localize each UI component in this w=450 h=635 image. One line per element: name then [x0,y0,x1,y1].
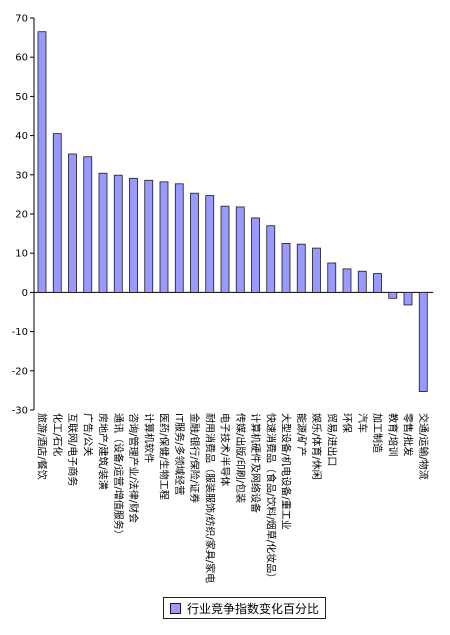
category-label: 汽车 [356,413,369,433]
bar [266,225,276,293]
bar [174,183,184,293]
category-label: 快速消费品（食品/饮料/烟草/化妆品） [264,413,277,583]
bar [129,177,138,293]
category-label: 咨询/管理产业/法律/财会 [127,413,140,523]
bar [418,291,428,392]
bar [235,206,245,293]
bar [251,217,260,293]
bar [37,31,47,293]
category-label: 医药/保健/生物工程 [158,413,171,500]
category-label: 电子技术/半导体 [219,413,232,486]
bar [144,179,154,293]
category-label: 计算机软件 [142,413,155,463]
y-tick-label: -30 [12,406,28,417]
bar [98,172,108,293]
category-label: 广告/公关 [81,413,94,456]
category-label: 加工制造 [371,413,384,453]
category-label: 通讯（设备/运营/增值服务） [112,413,125,540]
category-label: 娱乐/体育/休闲 [310,413,323,480]
y-tick-label: 60 [15,53,28,64]
category-label: 环保 [341,413,354,433]
legend: 行业竞争指数变化百分比 [163,597,327,619]
y-tick-label: 40 [15,131,28,142]
category-label: 房地产/建筑/装潢 [97,413,110,490]
y-axis: -30 -20 -10 0 10 20 30 40 50 60 70 [12,14,434,417]
category-label: 旅游/酒店/餐饮 [36,413,49,480]
bar [220,205,230,293]
bars [37,31,428,392]
bar [281,242,291,293]
category-label: 贸易/进出口 [325,413,338,466]
category-label: IT服务/多领域经营 [173,413,186,495]
y-tick-label: -10 [12,327,28,338]
y-tick-label: 70 [15,14,28,25]
bar [159,181,169,293]
legend-label: 行业竞争指数变化百分比 [187,601,320,616]
category-label: 零售/批发 [402,413,415,456]
bar [205,195,215,293]
bar [83,156,93,293]
legend-swatch [170,602,181,614]
category-label: 金融/银行/保险/证券 [188,413,201,503]
bar [373,273,382,293]
y-tick-label: 30 [15,170,28,181]
bar [357,270,367,293]
bar [68,153,77,293]
x-labels: 旅游/酒店/餐饮 化工/石化 互联网/电子商务 广告/公关 房地产/建筑/装潢 通讯（设备… [36,413,430,583]
y-tick-label: 50 [15,92,28,103]
bar [312,247,321,293]
category-label: 耐用消费品（服装服饰/纺织/家具/家电 [203,413,216,583]
category-label: 大型设备/机电设备/重工业 [280,413,293,530]
y-tick-label: 20 [15,210,28,221]
bar [296,243,306,293]
category-label: 化工/石化 [51,413,64,456]
category-label: 能源/矿产 [295,413,308,456]
category-label: 教育/培训 [386,413,399,456]
bar [327,262,337,293]
bar [52,133,62,293]
bar [403,291,413,306]
category-label: 计算机硬件及网络设备 [249,413,262,513]
bar [388,291,398,299]
bar [113,174,123,293]
y-tick-label: -20 [12,366,28,377]
bar [190,192,199,293]
y-tick-label: 0 [22,288,28,299]
category-label: 互联网/电子商务 [66,413,79,486]
category-label: 交通/运输/物流 [417,413,430,480]
category-label: 传媒/出版/印刷/包装 [234,413,247,503]
y-tick-label: 10 [15,249,28,260]
bar [342,268,352,293]
